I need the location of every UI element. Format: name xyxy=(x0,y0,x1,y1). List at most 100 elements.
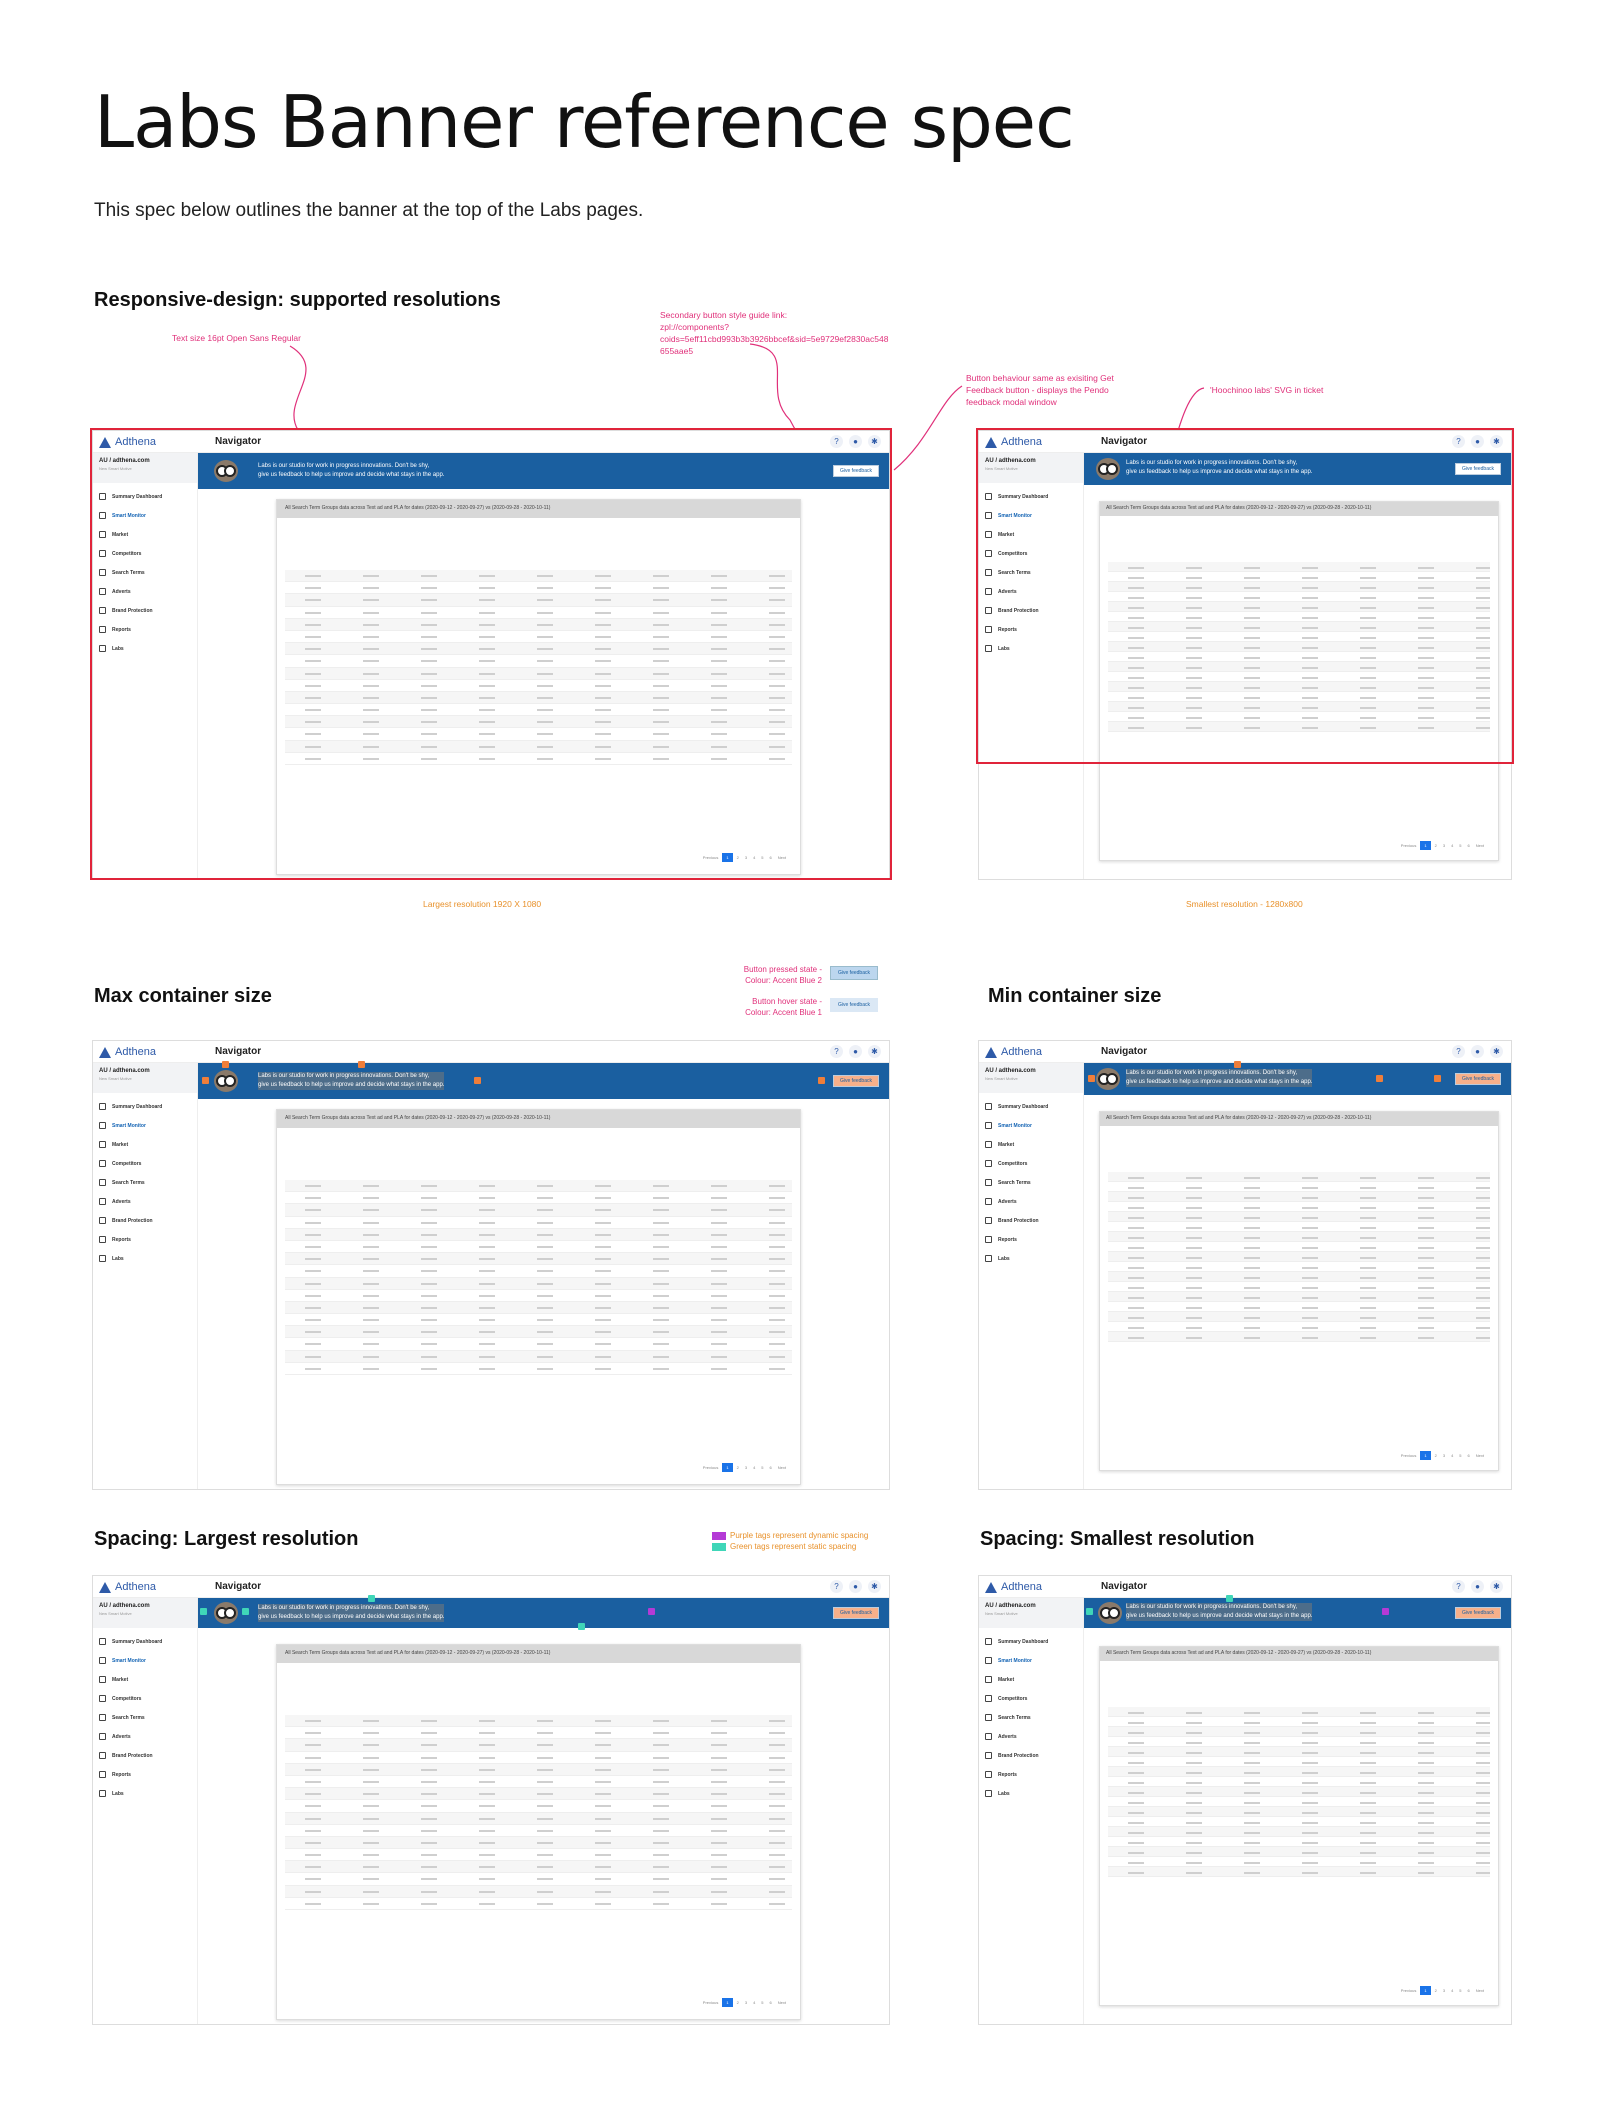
gear-icon[interactable]: ✱ xyxy=(868,1045,881,1058)
pagination[interactable]: Previous 1 2 3 4 5 6 Next xyxy=(702,1463,786,1472)
sidebar-item-reports[interactable]: Reports xyxy=(985,1236,1017,1243)
sidebar-item-adverts[interactable]: Adverts xyxy=(985,588,1017,595)
sidebar-item-market[interactable]: Market xyxy=(99,1676,128,1683)
account-switcher[interactable]: AU / adthena.com New Smart Motive xyxy=(979,453,1083,483)
sidebar-item-competitors[interactable]: Competitors xyxy=(985,1160,1027,1167)
sidebar-item-competitors[interactable]: Competitors xyxy=(985,1695,1027,1702)
sidebar-item-reports[interactable]: Reports xyxy=(99,626,131,633)
account-switcher[interactable]: AU / adthena.com New Smart Motive xyxy=(979,1063,1083,1093)
sidebar-item-smart-monitor[interactable]: Smart Monitor xyxy=(99,1122,146,1129)
sidebar-item-search-terms[interactable]: Search Terms xyxy=(985,569,1031,576)
give-feedback-button[interactable]: Give feedback xyxy=(833,465,879,477)
sidebar-item-labs[interactable]: Labs xyxy=(985,645,1010,652)
sidebar-item-competitors[interactable]: Competitors xyxy=(99,1160,141,1167)
adthena-logo: Adthena xyxy=(985,1044,1042,1060)
sidebar-item-adverts[interactable]: Adverts xyxy=(99,1733,131,1740)
gear-icon[interactable]: ✱ xyxy=(868,435,881,448)
help-icon[interactable]: ? xyxy=(830,1045,843,1058)
bell-icon[interactable]: ● xyxy=(849,1580,862,1593)
sidebar-item-adverts[interactable]: Adverts xyxy=(985,1198,1017,1205)
sidebar-item-summary[interactable]: Summary Dashboard xyxy=(99,493,162,500)
highlight-frame-smallest xyxy=(976,428,1514,764)
sidebar-item-market[interactable]: Market xyxy=(985,531,1014,538)
account-switcher[interactable]: AU / adthena.com New Smart Motive xyxy=(93,1598,197,1628)
sidebar-item-reports[interactable]: Reports xyxy=(985,626,1017,633)
bell-icon[interactable]: ● xyxy=(849,1045,862,1058)
sidebar-item-market[interactable]: Market xyxy=(985,1676,1014,1683)
pagination[interactable]: Previous 1 2 3 4 5 6 Next xyxy=(702,1998,786,2007)
help-icon[interactable]: ? xyxy=(830,435,843,448)
sidebar-item-brand-protection[interactable]: Brand Protection xyxy=(985,1752,1039,1759)
help-icon[interactable]: ? xyxy=(1452,435,1465,448)
sidebar-item-smart-monitor[interactable]: Smart Monitor xyxy=(99,512,146,519)
sidebar-item-adverts[interactable]: Adverts xyxy=(985,1733,1017,1740)
gear-icon[interactable]: ✱ xyxy=(1490,435,1503,448)
sidebar-item-search-terms[interactable]: Search Terms xyxy=(99,569,145,576)
pagination[interactable]: Previous 1 2 3 4 5 6 Next xyxy=(1400,1986,1484,1995)
give-feedback-button[interactable]: Give feedback xyxy=(1455,463,1501,475)
sidebar-item-market[interactable]: Market xyxy=(99,531,128,538)
sidebar-item-competitors[interactable]: Competitors xyxy=(99,1695,141,1702)
sidebar-item-labs[interactable]: Labs xyxy=(99,645,124,652)
sidebar-item-summary[interactable]: Summary Dashboard xyxy=(99,1103,162,1110)
sidebar-item-labs[interactable]: Labs xyxy=(985,1255,1010,1262)
nav-title: Navigator xyxy=(1101,436,1148,447)
help-icon[interactable]: ? xyxy=(830,1580,843,1593)
sidebar-item-brand-protection[interactable]: Brand Protection xyxy=(985,607,1039,614)
sidebar-item-adverts[interactable]: Adverts xyxy=(99,588,131,595)
sidebar-item-brand-protection[interactable]: Brand Protection xyxy=(99,607,153,614)
give-feedback-button[interactable]: Give feedback xyxy=(833,1607,879,1619)
give-feedback-button[interactable]: Give feedback xyxy=(833,1075,879,1087)
sidebar-item-labs[interactable]: Labs xyxy=(99,1255,124,1262)
gear-icon[interactable]: ✱ xyxy=(1490,1045,1503,1058)
sidebar-item-search-terms[interactable]: Search Terms xyxy=(99,1179,145,1186)
feedback-button-hover: Give feedback xyxy=(830,998,878,1012)
account-switcher[interactable]: AU / adthena.com New Smart Motive xyxy=(93,1063,197,1093)
help-icon[interactable]: ? xyxy=(1452,1580,1465,1593)
sidebar: AU / adthena.com New Smart Motive Summary… xyxy=(93,453,198,879)
sidebar-item-search-terms[interactable]: Search Terms xyxy=(985,1179,1031,1186)
sidebar-item-brand-protection[interactable]: Brand Protection xyxy=(99,1752,153,1759)
sidebar-item-summary[interactable]: Summary Dashboard xyxy=(985,1638,1048,1645)
sidebar-item-adverts[interactable]: Adverts xyxy=(99,1198,131,1205)
sidebar-item-search-terms[interactable]: Search Terms xyxy=(99,1714,145,1721)
bell-icon[interactable]: ● xyxy=(1471,1045,1484,1058)
nav-title: Navigator xyxy=(215,1046,262,1057)
sidebar-item-smart-monitor[interactable]: Smart Monitor xyxy=(985,1122,1032,1129)
sidebar-item-summary[interactable]: Summary Dashboard xyxy=(985,1103,1048,1110)
sidebar-item-competitors[interactable]: Competitors xyxy=(985,550,1027,557)
gear-icon[interactable]: ✱ xyxy=(868,1580,881,1593)
sidebar-item-reports[interactable]: Reports xyxy=(99,1236,131,1243)
sidebar-item-reports[interactable]: Reports xyxy=(985,1771,1017,1778)
sidebar-item-brand-protection[interactable]: Brand Protection xyxy=(99,1217,153,1224)
banner-text: Labs is our studio for work in progress … xyxy=(258,1072,445,1090)
pagination[interactable]: Previous 1 2 3 4 5 6 Next xyxy=(702,853,786,862)
sidebar-item-labs[interactable]: Labs xyxy=(99,1790,124,1797)
sidebar-item-summary[interactable]: Summary Dashboard xyxy=(99,1638,162,1645)
sidebar-item-search-terms[interactable]: Search Terms xyxy=(985,1714,1031,1721)
bell-icon[interactable]: ● xyxy=(1471,1580,1484,1593)
help-icon[interactable]: ? xyxy=(1452,1045,1465,1058)
gear-icon[interactable]: ✱ xyxy=(1490,1580,1503,1593)
pagination[interactable]: Previous 1 2 3 4 5 6 Next xyxy=(1400,1451,1484,1460)
account-switcher[interactable]: AU / adthena.com New Smart Motive xyxy=(979,1598,1083,1628)
spacing-tag xyxy=(1376,1075,1384,1082)
sidebar-item-smart-monitor[interactable]: Smart Monitor xyxy=(985,512,1032,519)
bell-icon[interactable]: ● xyxy=(1471,435,1484,448)
sidebar-item-reports[interactable]: Reports xyxy=(99,1771,131,1778)
sidebar-item-brand-protection[interactable]: Brand Protection xyxy=(985,1217,1039,1224)
spacing-tag xyxy=(474,1077,482,1084)
feedback-button-pressed: Give feedback xyxy=(830,966,878,980)
sidebar-item-smart-monitor[interactable]: Smart Monitor xyxy=(99,1657,146,1664)
sidebar-item-competitors[interactable]: Competitors xyxy=(99,550,141,557)
sidebar-item-smart-monitor[interactable]: Smart Monitor xyxy=(985,1657,1032,1664)
sidebar-item-labs[interactable]: Labs xyxy=(985,1790,1010,1797)
sidebar-item-market[interactable]: Market xyxy=(985,1141,1014,1148)
give-feedback-button[interactable]: Give feedback xyxy=(1455,1607,1501,1619)
sidebar-item-summary[interactable]: Summary Dashboard xyxy=(985,493,1048,500)
give-feedback-button[interactable]: Give feedback xyxy=(1455,1073,1501,1085)
bell-icon[interactable]: ● xyxy=(849,435,862,448)
account-switcher[interactable]: AU / adthena.com New Smart Motive xyxy=(93,453,197,483)
sidebar-item-market[interactable]: Market xyxy=(99,1141,128,1148)
pagination[interactable]: Previous 1 2 3 4 5 6 Next xyxy=(1400,841,1484,850)
